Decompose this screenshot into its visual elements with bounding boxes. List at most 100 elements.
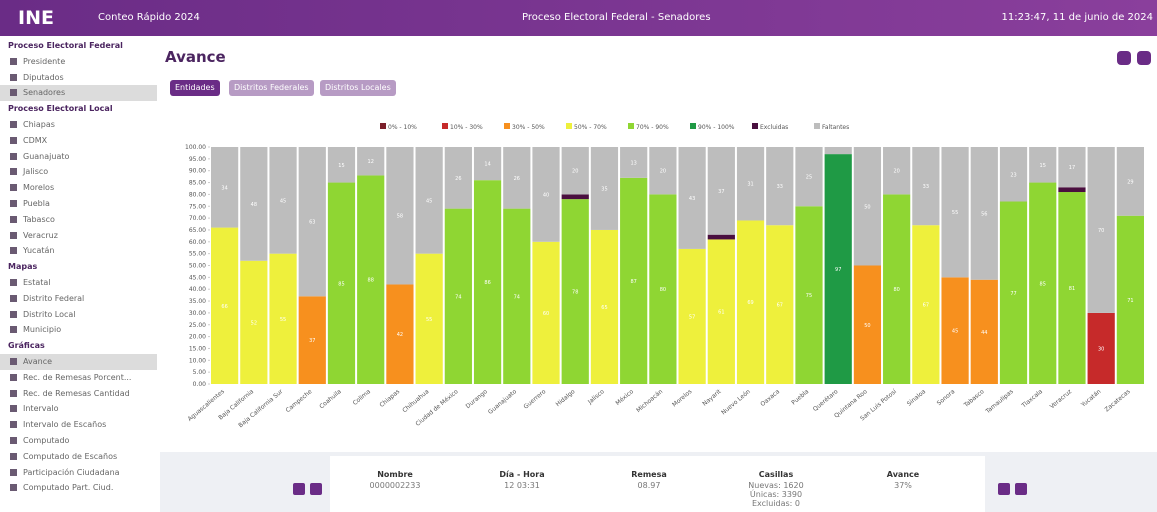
menu-item[interactable]: Municipio bbox=[0, 322, 157, 338]
menu-item[interactable]: Intervalo de Escaños bbox=[0, 417, 157, 433]
icon bbox=[10, 405, 17, 413]
value-label: 43 bbox=[689, 196, 695, 202]
bar-segment bbox=[561, 194, 589, 200]
menu-item[interactable]: Rec. de Remesas Cantidad bbox=[0, 386, 157, 402]
bar-segment bbox=[766, 225, 794, 384]
menu-item[interactable]: Yucatán bbox=[0, 243, 157, 259]
icon bbox=[10, 326, 17, 334]
bar-segment bbox=[386, 147, 414, 285]
tab[interactable]: Distritos Locales bbox=[320, 80, 396, 96]
menu-label: Distrito Federal bbox=[23, 293, 85, 303]
menu-item[interactable]: Guanajuato bbox=[0, 149, 157, 165]
menu-label: Morelos bbox=[23, 183, 55, 193]
value-label: 20 bbox=[893, 169, 899, 175]
legend-swatch bbox=[504, 123, 510, 129]
bar-segment bbox=[678, 147, 706, 249]
value-label: 80 bbox=[660, 287, 666, 293]
menu-item[interactable]: Computado de Escaños bbox=[0, 449, 157, 465]
info-column: Avance 37% bbox=[848, 470, 958, 490]
x-tick-label: Tlaxcala bbox=[1020, 388, 1044, 410]
info-value: 0000002233 bbox=[369, 481, 421, 490]
bar-segment bbox=[853, 265, 882, 384]
bar-segment bbox=[532, 241, 560, 384]
menu-item[interactable]: CDMX bbox=[0, 133, 157, 149]
value-label: 45 bbox=[426, 198, 432, 204]
info-panel: Nombre 0000002233 Día - Hora 12 03:31 Remesa… bbox=[160, 452, 1157, 512]
tab[interactable]: Distritos Federales bbox=[229, 80, 314, 96]
sidebar: Proceso Electoral Federal Presidente Diput… bbox=[0, 38, 157, 512]
menu-item[interactable]: Rec. de Remesas Porcent... bbox=[0, 370, 157, 386]
legend-swatch bbox=[566, 123, 572, 129]
value-label: 55 bbox=[952, 210, 958, 216]
menu-item[interactable]: Puebla bbox=[0, 196, 157, 212]
value-label: 57 bbox=[689, 314, 695, 320]
menu-item[interactable]: Chiapas bbox=[0, 117, 157, 133]
prev-button[interactable] bbox=[310, 483, 322, 495]
menu-item[interactable]: Avance bbox=[0, 353, 157, 370]
icon bbox=[10, 468, 17, 476]
legend-label: 70% - 90% bbox=[636, 124, 669, 131]
menu-label: Participación Ciudadana bbox=[23, 467, 120, 477]
value-label: 61 bbox=[718, 310, 724, 316]
menu-item[interactable]: Jalisco bbox=[0, 164, 157, 180]
tab[interactable]: Entidades bbox=[170, 80, 220, 96]
menu-item[interactable]: Intervalo bbox=[0, 401, 157, 417]
menu-item[interactable]: Estatal bbox=[0, 275, 157, 291]
value-label: 12 bbox=[368, 159, 374, 165]
menu-item[interactable]: Tabasco bbox=[0, 212, 157, 228]
bar-segment bbox=[883, 147, 911, 195]
x-tick-label: Sinaloa bbox=[906, 388, 928, 408]
bar-segment bbox=[357, 175, 385, 384]
y-tick-label: 60.00 bbox=[189, 239, 206, 246]
info-value: Únicas: 3390 bbox=[749, 490, 803, 499]
value-label: 58 bbox=[397, 214, 403, 220]
bar-segment bbox=[590, 147, 619, 230]
menu-item[interactable]: Presidente bbox=[0, 54, 157, 70]
menu-item[interactable]: Veracruz bbox=[0, 228, 157, 244]
menu-label: Distrito Local bbox=[23, 309, 76, 319]
menu-label: Computado de Escaños bbox=[23, 451, 118, 461]
value-label: 44 bbox=[981, 330, 987, 336]
bar-segment bbox=[824, 147, 852, 155]
info-title: Remesa bbox=[631, 470, 667, 479]
icon bbox=[10, 231, 17, 239]
menu-label: Estatal bbox=[23, 277, 51, 287]
download-button[interactable] bbox=[1137, 51, 1151, 65]
menu-item[interactable]: Computado bbox=[0, 433, 157, 449]
bar-segment bbox=[678, 248, 706, 384]
menu-label: Intervalo de Escaños bbox=[23, 420, 107, 430]
menu-item[interactable]: Participación Ciudadana bbox=[0, 465, 157, 481]
datetime: 11:23:47, 11 de junio de 2024 bbox=[1001, 12, 1153, 23]
bar-segment bbox=[357, 147, 385, 176]
menu-label: Municipio bbox=[23, 325, 62, 335]
x-tick-label: Nayarit bbox=[701, 388, 723, 408]
x-tick-label: Hidalgo bbox=[555, 388, 577, 408]
next-button[interactable] bbox=[998, 483, 1010, 495]
info-value: 08.97 bbox=[637, 481, 661, 490]
bar-segment bbox=[941, 277, 969, 384]
menu-item[interactable]: Senadores bbox=[0, 85, 157, 102]
info-value: Nuevas: 1620 bbox=[748, 481, 804, 490]
value-label: 75 bbox=[806, 293, 812, 299]
first-button[interactable] bbox=[293, 483, 305, 495]
legend-swatch bbox=[752, 123, 758, 129]
menu-item[interactable]: Distrito Local bbox=[0, 307, 157, 323]
info-value: 37% bbox=[894, 481, 912, 490]
menu-item[interactable]: Computado Part. Ciud. bbox=[0, 480, 157, 496]
value-label: 55 bbox=[280, 317, 286, 323]
section-title: Mapas bbox=[8, 262, 38, 272]
value-label: 20 bbox=[572, 169, 578, 175]
bar-segment bbox=[824, 154, 852, 384]
refresh-button[interactable] bbox=[1117, 51, 1131, 65]
icon bbox=[10, 136, 17, 144]
bar-segment bbox=[269, 253, 297, 384]
y-tick-label: 50.00 bbox=[189, 263, 206, 270]
value-label: 31 bbox=[747, 182, 753, 188]
menu-item[interactable]: Morelos bbox=[0, 180, 157, 196]
last-button[interactable] bbox=[1015, 483, 1027, 495]
menu-label: Presidente bbox=[23, 56, 66, 66]
menu-item[interactable]: Diputados bbox=[0, 70, 157, 86]
menu-item[interactable]: Distrito Federal bbox=[0, 291, 157, 307]
legend-label: 90% - 100% bbox=[698, 124, 735, 131]
